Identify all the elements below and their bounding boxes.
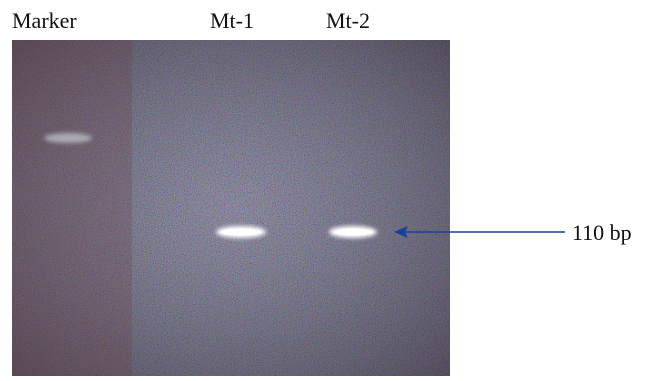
size-annotation: 110 bp (572, 220, 632, 245)
lane-label: Mt-1 (210, 8, 254, 33)
band-core (221, 229, 261, 236)
lane-label: Mt-2 (326, 8, 370, 33)
marker-band (44, 133, 92, 143)
gel-figure: Marker Mt-1 Mt-2 110 bp (0, 0, 650, 376)
page: Marker Mt-1 Mt-2 110 bp (() => { const d… (0, 0, 650, 376)
band-core (334, 229, 372, 236)
lane-label: Marker (12, 8, 77, 33)
gel-tint (12, 40, 132, 376)
